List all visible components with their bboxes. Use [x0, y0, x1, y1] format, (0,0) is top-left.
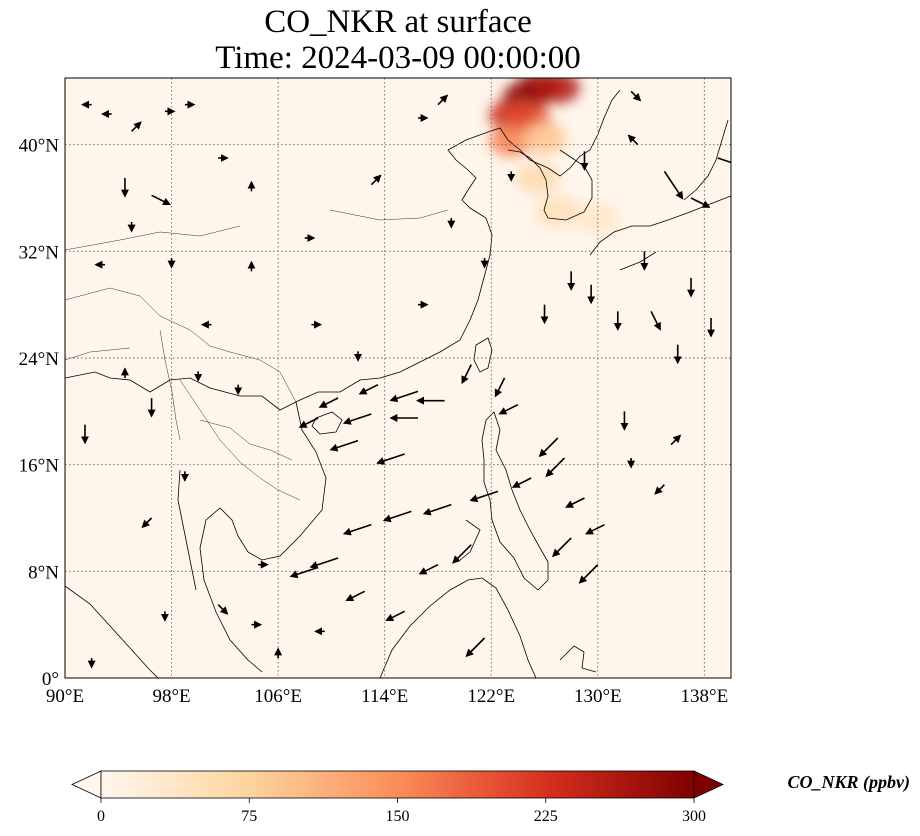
colorbar-label: CO_NKR (ppbv): [788, 772, 911, 793]
taiwan-coastline: [473, 337, 493, 373]
wind-arrow: [342, 523, 372, 536]
colorbar-tick-label: 150: [386, 808, 410, 825]
wind-arrow: [151, 194, 172, 206]
philippines-coastline: [459, 411, 549, 591]
wind-arrow: [552, 537, 572, 558]
plume-cell: [522, 122, 567, 154]
lon-tick-label: 138°E: [681, 686, 729, 707]
lon-tick-label: 122°E: [467, 686, 515, 707]
colorbar-ticks: 0 75 150 225 300: [97, 798, 706, 825]
wind-arrow: [358, 383, 379, 395]
colorbar: 0 75 150 225 300 CO_NKR (ppbv): [71, 770, 911, 825]
wind-arrow: [469, 490, 499, 503]
wind-arrow: [461, 364, 472, 385]
map-panel: [64, 77, 732, 679]
wind-arrow: [627, 134, 639, 146]
map-frame: [64, 77, 732, 679]
lat-tick-label: 24°N: [19, 349, 60, 370]
wind-arrow: [690, 197, 711, 208]
wind-arrow: [289, 566, 319, 579]
map-time: Time: 2024-03-09 00:00:00: [215, 40, 581, 76]
lon-tick-label: 114°E: [361, 686, 408, 707]
wind-arrow: [630, 90, 642, 102]
wind-arrow: [217, 604, 229, 615]
wind-arrow: [385, 610, 406, 622]
gridlines: [65, 78, 731, 678]
map-background: [65, 78, 731, 678]
wind-arrow: [545, 457, 566, 478]
lon-tick-label: 106°E: [254, 686, 302, 707]
wind-arrow: [342, 413, 372, 425]
colorbar-gradient: [100, 770, 695, 799]
wind-arrow: [298, 417, 319, 428]
wind-arrow: [376, 453, 405, 465]
wind-arrow: [654, 484, 665, 495]
lon-tick-label: 98°E: [152, 686, 190, 707]
wind-arrow: [329, 439, 359, 452]
sumatra-coastline: [65, 585, 159, 678]
wind-arrow: [309, 557, 339, 569]
wind-vectors: [80, 90, 731, 669]
wind-arrow: [370, 174, 382, 186]
wind-arrow: [538, 437, 559, 458]
colorbar-tick-label: 75: [241, 808, 257, 825]
colorbar-extend-low: [71, 770, 102, 799]
wind-arrow: [663, 170, 684, 200]
wind-arrow: [452, 544, 472, 564]
plume-cell: [515, 162, 560, 194]
wind-arrow: [422, 503, 452, 516]
borneo-coastline: [379, 577, 537, 678]
wind-arrow: [465, 637, 486, 658]
wind-arrow: [498, 403, 519, 415]
wind-arrow: [418, 563, 439, 575]
indochina-coastline: [177, 401, 327, 673]
wind-arrow: [131, 121, 142, 132]
wind-arrow: [717, 157, 731, 164]
sulawesi-coastline: [559, 645, 597, 673]
lat-tick-label: 32°N: [19, 242, 60, 263]
lon-tick-label: 90°E: [46, 686, 84, 707]
wind-arrow: [382, 510, 412, 523]
lat-tick-label: 16°N: [19, 456, 60, 477]
wind-arrow: [578, 564, 599, 584]
map-title: CO_NKR at surface: [264, 4, 532, 40]
wind-arrow: [670, 434, 682, 446]
colorbar-extend-high: [693, 770, 724, 799]
lat-tick-label: 40°N: [19, 136, 60, 157]
wind-arrow: [389, 390, 419, 403]
plume-cell: [489, 124, 534, 157]
longitude-axis: 90°E 98°E 106°E 114°E 122°E 130°E 138°E: [46, 686, 728, 707]
wind-arrow: [565, 497, 585, 508]
colorbar-tick-label: 300: [682, 808, 706, 825]
latitude-axis: 0° 8°N 16°N 24°N 32°N 40°N: [19, 136, 60, 690]
lat-tick-label: 8°N: [28, 562, 59, 583]
wind-arrow: [511, 477, 532, 488]
wind-arrow: [141, 517, 153, 529]
colorbar-tick-label: 225: [534, 808, 558, 825]
wind-arrow: [345, 590, 366, 602]
plume-cell: [535, 78, 580, 104]
wind-arrow: [650, 310, 661, 331]
lon-tick-label: 130°E: [574, 686, 622, 707]
lat-tick-label: 0°: [42, 669, 59, 690]
wind-arrow: [494, 377, 506, 398]
plume-cell: [535, 195, 580, 228]
country-borders: [65, 209, 449, 501]
hainan-coastline: [311, 411, 343, 435]
wind-arrow: [585, 523, 605, 535]
colorbar-tick-label: 0: [97, 808, 105, 825]
wind-arrow: [437, 94, 449, 106]
wind-arrow: [318, 397, 339, 408]
co-concentration-plume: [489, 78, 620, 234]
